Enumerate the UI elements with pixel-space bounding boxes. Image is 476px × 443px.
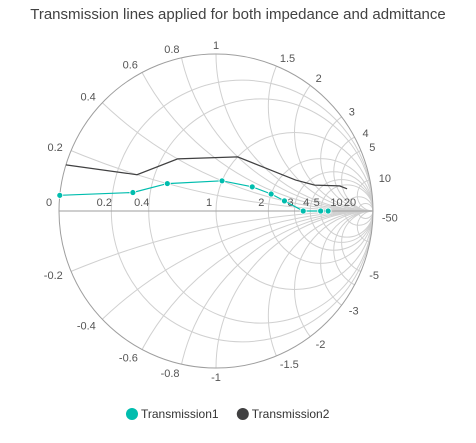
series-point: [248, 183, 256, 191]
resistance-tick-label: 0.4: [134, 197, 149, 209]
resistance-tick-label: 0: [46, 197, 52, 209]
resistance-tick-label: 1: [206, 197, 212, 209]
reactance-tick-label: 5: [369, 142, 375, 154]
reactance-tick-label: 1: [213, 40, 219, 52]
reactance-tick-label: 3: [349, 106, 355, 118]
series-point: [129, 189, 137, 196]
reactance-arc: [294, 54, 373, 212]
reactance-arc: [59, 54, 373, 212]
reactance-arc: [267, 54, 373, 212]
reactance-tick-label: 0.4: [80, 92, 95, 104]
reactance-tick-label: -1.5: [280, 359, 299, 371]
axis-labels: 0 0.2 0.4 1 2 3 4 5 10 200.20.40.60.8 11.5234510-0…: [44, 40, 398, 384]
reactance-tick-label: 10: [379, 173, 391, 185]
resistance-tick-label: 20: [344, 197, 356, 209]
reactance-tick-label: 0.2: [47, 142, 62, 154]
series-point: [218, 177, 226, 185]
reactance-arc: [341, 147, 373, 212]
reactance-tick-label: 2: [316, 73, 322, 85]
series-point: [317, 207, 325, 215]
series-line-2: [65, 156, 348, 190]
reactance-arc: [59, 54, 373, 212]
series-layer: [56, 156, 348, 215]
resistance-tick-label: 10: [330, 197, 342, 209]
series-line-1: [59, 180, 329, 212]
reactance-arc: [294, 210, 373, 368]
reactance-arc: [59, 210, 373, 368]
resistance-tick-label: 0.2: [97, 197, 112, 209]
series-point: [163, 180, 171, 187]
reactance-arc: [333, 132, 373, 212]
resistance-tick-label: 5: [314, 197, 320, 209]
reactance-tick-label: -3: [349, 306, 359, 318]
series-point: [56, 191, 64, 199]
series-point: [299, 207, 307, 215]
reactance-tick-label: 4: [362, 128, 368, 140]
reactance-tick-label: -50: [382, 213, 398, 225]
reactance-tick-label: -0.2: [44, 270, 63, 282]
reactance-arc: [215, 54, 373, 212]
legend-marker: [126, 408, 138, 420]
legend: Transmission1 Transmission2: [126, 407, 330, 421]
legend-label-1: Transmission1: [141, 407, 219, 421]
reactance-tick-label: -0.4: [77, 320, 96, 332]
series-point: [324, 207, 332, 215]
series-point: [267, 190, 275, 198]
reactance-tick-label: -1: [211, 372, 221, 384]
resistance-tick-label: 4: [303, 197, 309, 209]
reactance-arc: [333, 210, 373, 290]
reactance-tick-label: 0.6: [123, 60, 138, 72]
reactance-tick-label: -5: [369, 270, 379, 282]
legend-marker: [236, 408, 249, 420]
reactance-tick-label: -2: [316, 339, 326, 351]
reactance-arc: [267, 210, 373, 368]
series-point: [281, 197, 288, 205]
chart-title: Transmission lines applied for both impe…: [30, 6, 446, 23]
reactance-tick-label: 1.5: [280, 53, 295, 65]
reactance-tick-label: 0.8: [164, 44, 179, 56]
reactance-arc: [341, 210, 373, 275]
reactance-tick-label: -0.8: [161, 368, 180, 380]
resistance-tick-label: 2: [258, 197, 264, 209]
reactance-arc: [59, 210, 373, 368]
reactance-tick-label: -0.6: [119, 352, 138, 364]
resistance-tick-label: 3: [287, 197, 293, 209]
legend-label-2: Transmission2: [252, 407, 330, 421]
